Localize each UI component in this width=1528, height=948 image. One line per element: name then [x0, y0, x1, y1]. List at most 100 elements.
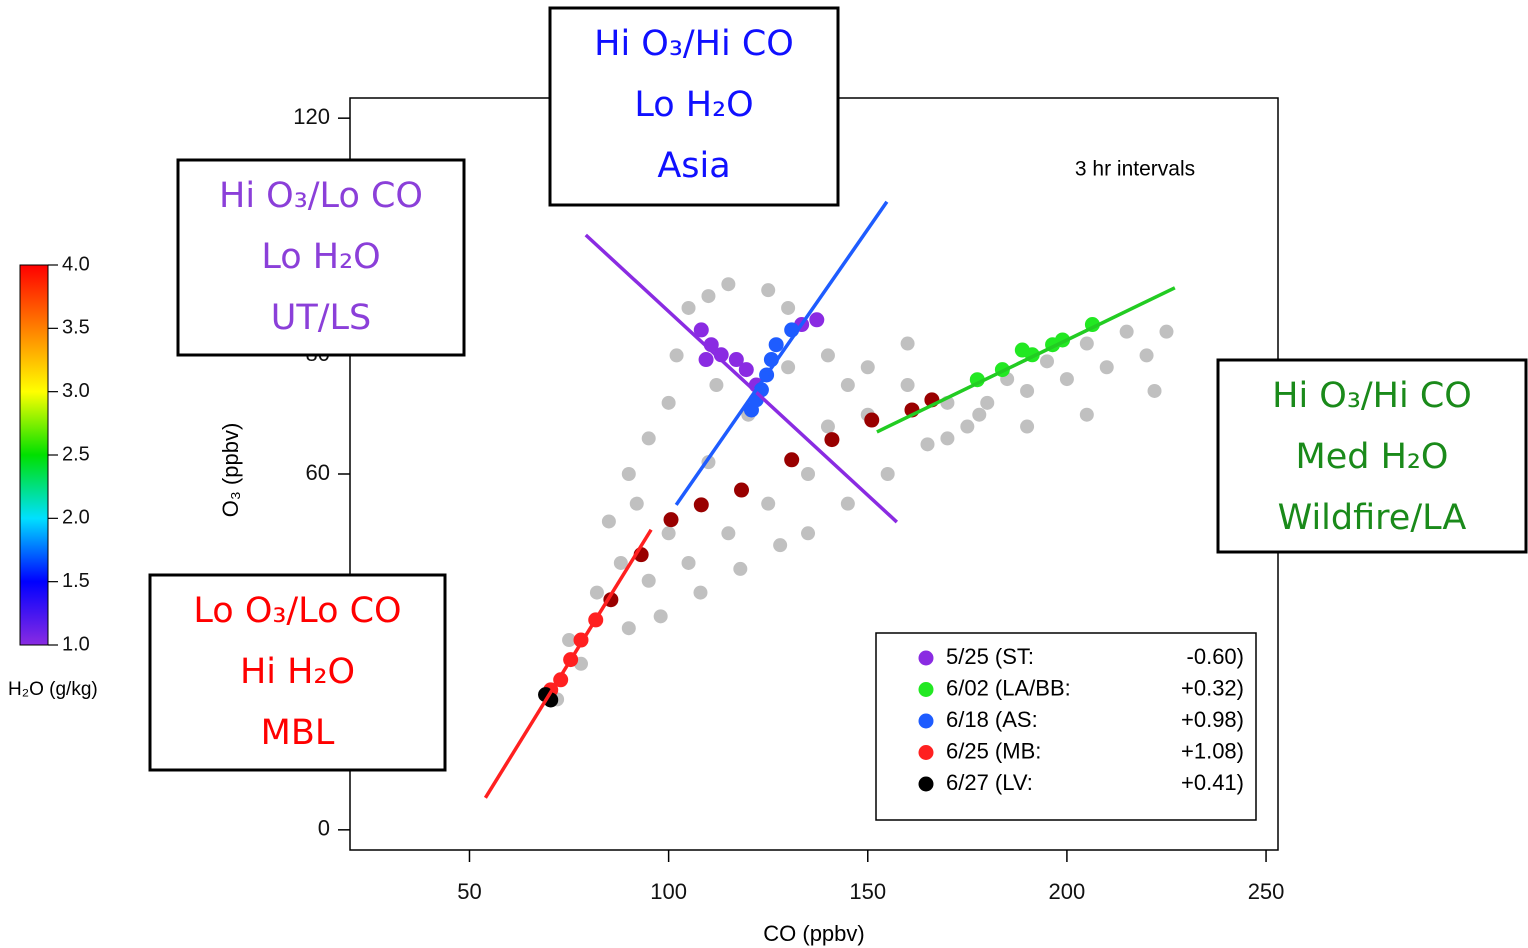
background-point [773, 538, 788, 553]
background-point [1139, 348, 1154, 363]
colorbar-tick-label: 2.0 [62, 507, 90, 529]
point [693, 322, 709, 338]
background-point [1020, 383, 1035, 398]
background-point [761, 496, 776, 511]
callout-box [548, 6, 840, 207]
background-point [820, 419, 835, 434]
background-point [1079, 407, 1094, 422]
background-point [661, 395, 676, 410]
point [698, 352, 714, 368]
callout-text: Asia [657, 146, 730, 186]
callout-text: Med H₂O [1296, 437, 1449, 477]
legend-label: 6/18 (AS: [946, 707, 1038, 732]
legend-label: 6/27 (LV: [946, 770, 1033, 795]
point [728, 352, 744, 368]
background-point [721, 526, 736, 541]
fit-line [674, 200, 889, 506]
legend-label: 6/02 (LA/BB: [946, 675, 1071, 700]
legend-stat: +1.08) [1181, 738, 1244, 763]
colorbar [19, 264, 49, 646]
colorbar-tick-label: 2.5 [62, 443, 90, 465]
y-axis-label: O₃ (ppbv) [218, 423, 243, 518]
y-tick-label: 0 [318, 816, 330, 841]
background-point [840, 378, 855, 393]
legend-label: 6/25 (MB: [946, 738, 1041, 763]
callout-text: UT/LS [271, 298, 372, 338]
x-axis-label: CO (ppbv) [763, 921, 864, 946]
background-point [1147, 383, 1162, 398]
background-point [972, 407, 987, 422]
x-tick-label: 150 [849, 879, 886, 904]
background-point [801, 526, 816, 541]
background-point [920, 437, 935, 452]
background-point [1099, 360, 1114, 375]
point [738, 362, 754, 378]
point [864, 412, 880, 428]
callout-text: Hi O₃/Hi CO [1272, 376, 1472, 416]
point [1014, 342, 1030, 358]
background-point [781, 360, 796, 375]
point [784, 452, 800, 468]
annotation: 3 hr intervals [1075, 158, 1195, 181]
legend-stat: -0.60) [1187, 644, 1244, 669]
callout-text: Hi O₃/Hi CO [594, 24, 794, 64]
background-point [1020, 419, 1035, 434]
callout-text: Hi O₃/Lo CO [219, 176, 423, 216]
colorbar-tick-label: 1.5 [62, 570, 90, 592]
point [743, 402, 759, 418]
legend-box [875, 632, 1257, 821]
x-tick-label: 200 [1049, 879, 1086, 904]
background-point [653, 609, 668, 624]
background-point [589, 585, 604, 600]
point [768, 337, 784, 353]
background-point [613, 555, 628, 570]
x-tick-label: 250 [1248, 879, 1285, 904]
background-point [601, 514, 616, 529]
background-point [681, 300, 696, 315]
legend-marker [918, 745, 934, 760]
point [809, 312, 825, 328]
y-tick-label: 120 [293, 104, 330, 129]
background-point [1159, 324, 1174, 339]
legend-marker [918, 713, 934, 729]
fit-line [584, 233, 899, 524]
point [824, 432, 840, 448]
background-point [840, 496, 855, 511]
colorbar-tick-label: 1.0 [62, 633, 90, 655]
legend-stat: +0.98) [1181, 707, 1244, 732]
callout-text: Hi H₂O [240, 652, 355, 692]
background-point [900, 378, 915, 393]
background-point [621, 621, 636, 636]
callout-box [148, 573, 447, 772]
legend-stat: +0.41) [1181, 770, 1244, 795]
colorbar-tick-label: 4.0 [62, 253, 90, 275]
legend-marker [918, 682, 934, 697]
callout-text: Wildfire/LA [1278, 498, 1467, 538]
background-point [721, 277, 736, 292]
background-point [900, 336, 915, 351]
legend-label: 5/25 (ST: [946, 644, 1034, 669]
background-point [693, 585, 708, 600]
background-point [761, 283, 776, 298]
callout-box [1216, 358, 1528, 554]
fit-line [483, 528, 653, 799]
legend-marker [918, 650, 934, 666]
callout-text: Lo O₃/Lo CO [193, 591, 401, 631]
background-point [621, 467, 636, 481]
background-point [629, 496, 644, 511]
fit-line [876, 286, 1176, 434]
background-point [1059, 372, 1074, 387]
background-point [669, 348, 684, 363]
background-point [960, 419, 975, 434]
background-point [562, 633, 577, 648]
legend-stat: +0.32) [1181, 675, 1244, 700]
point [693, 497, 709, 513]
background-point [701, 289, 716, 304]
background-point [641, 431, 656, 446]
point [663, 512, 679, 528]
callout-text: Lo H₂O [261, 237, 380, 277]
background-point [1119, 324, 1134, 339]
colorbar-tick-label: 3.0 [62, 380, 90, 402]
